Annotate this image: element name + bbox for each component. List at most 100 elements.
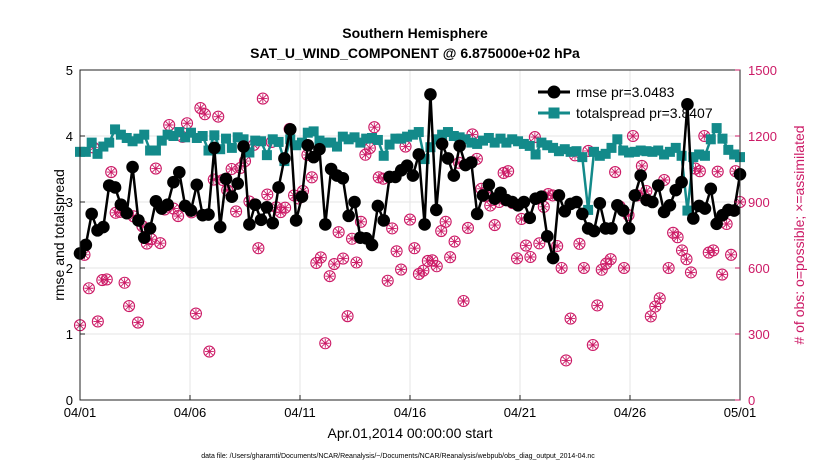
totalspread-point bbox=[618, 145, 629, 156]
totalspread-point bbox=[717, 133, 728, 144]
rmse-point bbox=[651, 179, 665, 192]
footer-data-file: data file: /Users/gharamti/Documents/NCA… bbox=[201, 453, 595, 460]
y-tick-label: 3 bbox=[66, 195, 73, 210]
obs-count-point bbox=[577, 261, 590, 275]
totalspread-point bbox=[197, 131, 208, 141]
x-tick-label: 04/21 bbox=[504, 405, 537, 420]
totalspread-point bbox=[594, 150, 605, 161]
totalspread-point bbox=[425, 142, 436, 153]
obs-count-point bbox=[319, 337, 332, 350]
totalspread-point bbox=[635, 145, 646, 156]
y-right-tick-label: 0 bbox=[748, 393, 755, 408]
obs-count-point bbox=[368, 121, 381, 134]
obs-count-point bbox=[225, 162, 238, 176]
rmse-point bbox=[137, 231, 151, 244]
obs-count-point bbox=[564, 312, 577, 325]
rmse-point bbox=[517, 195, 531, 209]
rmse-series bbox=[73, 88, 747, 265]
rmse-point bbox=[371, 199, 385, 213]
y-axis-label: rmse and totalspread bbox=[51, 169, 67, 301]
totalspread-point bbox=[588, 146, 599, 157]
rmse-point bbox=[675, 175, 688, 189]
obs-count-point bbox=[457, 294, 470, 308]
obs-count-point bbox=[555, 261, 568, 275]
totalspread-point bbox=[682, 205, 693, 216]
rmse-point bbox=[465, 156, 478, 169]
y-axis-right: 0 300 600 900 1200 1500 bbox=[735, 63, 777, 408]
totalspread-point bbox=[180, 132, 191, 143]
rmse-point bbox=[412, 148, 426, 161]
totalspread-point bbox=[606, 142, 617, 153]
obs-count-point bbox=[667, 226, 680, 239]
rmse-point bbox=[313, 142, 326, 156]
totalspread-point bbox=[489, 137, 500, 148]
y-right-tick-label: 1200 bbox=[748, 129, 777, 144]
obs-count-point bbox=[105, 166, 118, 179]
totalspread-point bbox=[612, 134, 623, 145]
totalspread-point bbox=[349, 132, 360, 143]
obs-count-point bbox=[198, 108, 211, 121]
obs-count-point bbox=[261, 188, 274, 201]
rmse-point bbox=[429, 203, 443, 217]
totalspread-point bbox=[203, 145, 214, 156]
rmse-point bbox=[400, 159, 414, 172]
rmse-point bbox=[319, 218, 332, 231]
x-tick-label: 04/06 bbox=[174, 405, 207, 420]
totalspread-point bbox=[150, 145, 161, 156]
rmse-point bbox=[616, 204, 630, 217]
obs-count-point bbox=[395, 263, 408, 276]
y-right-tick-label: 300 bbox=[748, 327, 770, 342]
rmse-point bbox=[213, 220, 227, 234]
rmse-point bbox=[260, 200, 274, 214]
obs-count-point bbox=[172, 210, 185, 223]
rmse-point bbox=[447, 169, 461, 182]
totalspread-point bbox=[156, 135, 167, 146]
obs-count-point bbox=[123, 300, 136, 313]
totalspread-point bbox=[402, 131, 413, 142]
obs-count-point bbox=[163, 118, 176, 132]
totalspread-point bbox=[250, 135, 261, 146]
totalspread-point bbox=[472, 138, 483, 149]
obs-count-point bbox=[488, 219, 501, 232]
totalspread-point bbox=[583, 204, 594, 215]
obs-count-point bbox=[519, 239, 532, 252]
totalspread-point bbox=[664, 146, 675, 157]
rmse-point bbox=[248, 198, 262, 211]
totalspread-point bbox=[308, 126, 319, 137]
totalspread-point bbox=[501, 137, 512, 148]
totalspread-point bbox=[104, 137, 115, 148]
totalspread-point bbox=[676, 150, 687, 161]
totalspread-point bbox=[524, 140, 535, 151]
totalspread-point bbox=[256, 136, 267, 147]
totalspread-point bbox=[396, 133, 407, 144]
totalspread-point bbox=[518, 138, 529, 149]
rmse-point bbox=[418, 218, 431, 231]
totalspread-point bbox=[629, 146, 640, 157]
obs-count-point bbox=[444, 251, 457, 264]
series-layer bbox=[73, 88, 747, 367]
rmse-point bbox=[190, 178, 204, 192]
rmse-point bbox=[622, 222, 636, 235]
totalspread-point bbox=[320, 137, 331, 148]
totalspread-point bbox=[238, 134, 249, 145]
rmse-point bbox=[272, 181, 285, 194]
rmse-point bbox=[120, 206, 134, 220]
rmse-point bbox=[546, 251, 560, 265]
totalspread-point bbox=[139, 129, 150, 140]
obs-count-point bbox=[591, 299, 604, 312]
totalspread-point bbox=[378, 150, 389, 161]
obs-count-point bbox=[662, 261, 675, 275]
obs-count-point bbox=[354, 215, 367, 228]
x-tick-label: 04/01 bbox=[64, 405, 97, 420]
totalspread-point bbox=[384, 139, 395, 150]
totalspread-point bbox=[162, 129, 173, 140]
obs-count-point bbox=[386, 222, 399, 235]
rmse-point bbox=[132, 214, 145, 227]
totalspread-point bbox=[466, 137, 477, 148]
obs-count-point bbox=[448, 235, 461, 248]
totalspread-point bbox=[407, 129, 418, 140]
obs-count-point bbox=[212, 110, 225, 123]
obs-count-point bbox=[323, 270, 336, 283]
x-tick-label: 04/16 bbox=[394, 405, 427, 420]
